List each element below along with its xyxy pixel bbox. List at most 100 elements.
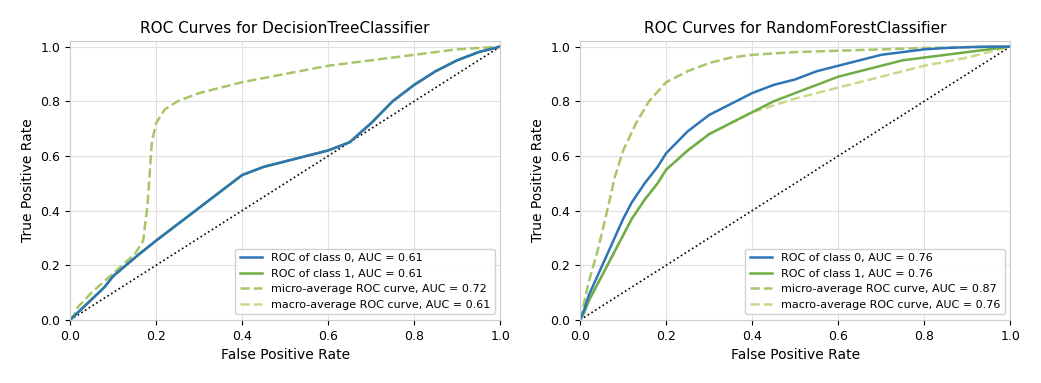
macro-average ROC curve, AUC = 0.61 — [429, 69, 441, 74]
ROC of class 1, AUC = 0.61 — [301, 154, 313, 158]
macro-average ROC curve, AUC = 0.76 — [660, 167, 672, 172]
ROC of class 1, AUC = 0.61 — [236, 173, 249, 177]
ROC of class 1, AUC = 0.76 — [789, 91, 802, 95]
Line: macro-average ROC curve, AUC = 0.76: macro-average ROC curve, AUC = 0.76 — [580, 47, 1010, 320]
macro-average ROC curve, AUC = 0.61 — [279, 159, 291, 164]
macro-average ROC curve, AUC = 0.61 — [473, 50, 485, 54]
micro-average ROC curve, AUC = 0.72 — [408, 52, 421, 57]
micro-average ROC curve, AUC = 0.72 — [279, 72, 291, 76]
ROC of class 1, AUC = 0.61 — [451, 58, 463, 62]
macro-average ROC curve, AUC = 0.61 — [98, 285, 110, 290]
micro-average ROC curve, AUC = 0.87 — [682, 69, 694, 74]
macro-average ROC curve, AUC = 0.61 — [73, 309, 85, 314]
macro-average ROC curve, AUC = 0.76 — [725, 121, 737, 126]
micro-average ROC curve, AUC = 0.72 — [137, 238, 150, 243]
ROC of class 0, AUC = 0.76 — [896, 50, 909, 54]
ROC of class 1, AUC = 0.76 — [591, 282, 604, 286]
micro-average ROC curve, AUC = 0.87 — [660, 80, 672, 85]
ROC of class 0, AUC = 0.61 — [365, 121, 378, 126]
macro-average ROC curve, AUC = 0.61 — [64, 318, 76, 322]
ROC of class 1, AUC = 0.76 — [617, 233, 630, 237]
macro-average ROC curve, AUC = 0.76 — [703, 132, 715, 136]
ROC of class 0, AUC = 0.61 — [386, 99, 399, 103]
ROC of class 1, AUC = 0.76 — [638, 197, 651, 202]
ROC of class 0, AUC = 0.76 — [939, 46, 951, 50]
ROC of class 0, AUC = 0.61 — [322, 148, 334, 153]
micro-average ROC curve, AUC = 0.72 — [193, 91, 205, 95]
macro-average ROC curve, AUC = 0.76 — [617, 233, 630, 237]
ROC of class 1, AUC = 0.76 — [626, 216, 638, 221]
ROC of class 0, AUC = 0.76 — [608, 236, 620, 240]
ROC of class 0, AUC = 0.76 — [617, 216, 630, 221]
macro-average ROC curve, AUC = 0.61 — [107, 274, 120, 278]
micro-average ROC curve, AUC = 0.87 — [875, 47, 888, 52]
micro-average ROC curve, AUC = 0.87 — [608, 175, 620, 180]
ROC of class 0, AUC = 0.61 — [493, 44, 506, 49]
ROC of class 1, AUC = 0.61 — [193, 206, 205, 210]
micro-average ROC curve, AUC = 0.87 — [583, 279, 595, 284]
ROC of class 1, AUC = 0.76 — [875, 64, 888, 68]
ROC of class 1, AUC = 0.61 — [214, 189, 227, 194]
ROC of class 0, AUC = 0.61 — [257, 165, 270, 169]
ROC of class 1, AUC = 0.61 — [90, 293, 102, 298]
ROC of class 0, AUC = 0.76 — [682, 129, 694, 134]
macro-average ROC curve, AUC = 0.76 — [608, 249, 620, 254]
ROC of class 0, AUC = 0.76 — [854, 58, 866, 62]
macro-average ROC curve, AUC = 0.61 — [81, 301, 94, 306]
ROC of class 0, AUC = 0.61 — [279, 159, 291, 164]
macro-average ROC curve, AUC = 0.61 — [120, 263, 132, 268]
ROC of class 0, AUC = 0.61 — [344, 140, 356, 144]
ROC of class 1, AUC = 0.76 — [608, 249, 620, 254]
micro-average ROC curve, AUC = 0.87 — [591, 249, 604, 254]
ROC of class 1, AUC = 0.61 — [257, 165, 270, 169]
ROC of class 0, AUC = 0.61 — [98, 285, 110, 290]
ROC of class 0, AUC = 0.61 — [64, 318, 76, 322]
micro-average ROC curve, AUC = 0.87 — [832, 48, 844, 53]
macro-average ROC curve, AUC = 0.61 — [301, 154, 313, 158]
micro-average ROC curve, AUC = 0.72 — [172, 99, 184, 103]
ROC of class 0, AUC = 0.76 — [746, 91, 759, 95]
ROC of class 1, AUC = 0.61 — [132, 252, 145, 257]
micro-average ROC curve, AUC = 0.87 — [961, 45, 973, 49]
ROC of class 1, AUC = 0.61 — [279, 159, 291, 164]
ROC of class 1, AUC = 0.61 — [493, 44, 506, 49]
ROC of class 1, AUC = 0.76 — [725, 121, 737, 126]
micro-average ROC curve, AUC = 0.87 — [642, 99, 655, 103]
ROC of class 0, AUC = 0.76 — [725, 102, 737, 106]
ROC of class 1, AUC = 0.61 — [73, 309, 85, 314]
X-axis label: False Positive Rate: False Positive Rate — [731, 348, 860, 362]
ROC of class 1, AUC = 0.76 — [682, 148, 694, 153]
macro-average ROC curve, AUC = 0.61 — [344, 140, 356, 144]
macro-average ROC curve, AUC = 0.76 — [682, 148, 694, 153]
ROC of class 1, AUC = 0.76 — [832, 74, 844, 79]
macro-average ROC curve, AUC = 0.61 — [322, 148, 334, 153]
ROC of class 0, AUC = 0.76 — [832, 64, 844, 68]
ROC of class 0, AUC = 0.61 — [429, 69, 441, 74]
ROC of class 0, AUC = 0.76 — [703, 113, 715, 117]
ROC of class 1, AUC = 0.76 — [583, 298, 595, 303]
ROC of class 1, AUC = 0.76 — [961, 50, 973, 54]
micro-average ROC curve, AUC = 0.87 — [576, 309, 588, 314]
ROC of class 0, AUC = 0.76 — [983, 44, 995, 49]
ROC of class 0, AUC = 0.61 — [451, 58, 463, 62]
Title: ROC Curves for DecisionTreeClassifier: ROC Curves for DecisionTreeClassifier — [141, 21, 430, 36]
ROC of class 0, AUC = 0.61 — [473, 50, 485, 54]
micro-average ROC curve, AUC = 0.72 — [64, 318, 76, 322]
macro-average ROC curve, AUC = 0.76 — [918, 64, 931, 68]
ROC of class 0, AUC = 0.76 — [591, 274, 604, 278]
macro-average ROC curve, AUC = 0.76 — [832, 85, 844, 90]
ROC of class 0, AUC = 0.61 — [73, 309, 85, 314]
Line: ROC of class 0, AUC = 0.61: ROC of class 0, AUC = 0.61 — [70, 47, 500, 320]
macro-average ROC curve, AUC = 0.61 — [386, 99, 399, 103]
macro-average ROC curve, AUC = 0.61 — [172, 222, 184, 227]
micro-average ROC curve, AUC = 0.72 — [236, 80, 249, 85]
micro-average ROC curve, AUC = 0.72 — [493, 44, 506, 49]
ROC of class 0, AUC = 0.61 — [301, 154, 313, 158]
macro-average ROC curve, AUC = 0.76 — [746, 110, 759, 115]
ROC of class 1, AUC = 0.61 — [322, 148, 334, 153]
ROC of class 1, AUC = 0.61 — [81, 301, 94, 306]
macro-average ROC curve, AUC = 0.76 — [961, 55, 973, 60]
micro-average ROC curve, AUC = 0.87 — [600, 214, 612, 218]
micro-average ROC curve, AUC = 0.87 — [703, 61, 715, 65]
ROC of class 0, AUC = 0.61 — [132, 252, 145, 257]
